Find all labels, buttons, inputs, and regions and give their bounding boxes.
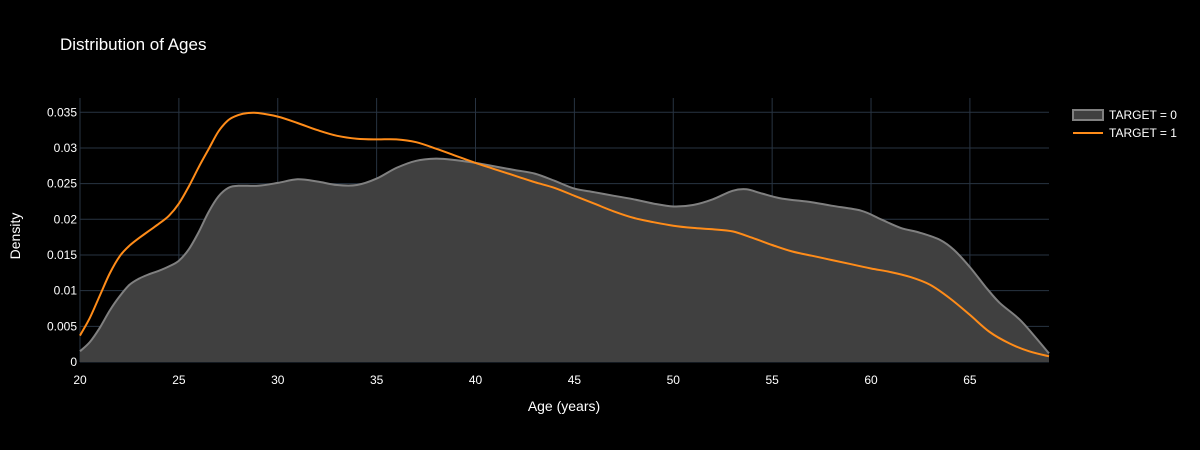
legend: TARGET = 0 TARGET = 1	[1072, 108, 1177, 140]
x-axis-title: Age (years)	[528, 398, 600, 414]
y-tick-label: 0.03	[54, 141, 78, 155]
legend-label: TARGET = 0	[1109, 108, 1177, 122]
series-0-line[interactable]	[79, 157, 1050, 355]
series-0-area	[80, 158, 1049, 362]
chart-title: Distribution of Ages	[60, 35, 206, 54]
y-axis-title: Density	[7, 213, 23, 260]
x-tick-label: 50	[667, 373, 681, 387]
x-tick-label: 35	[370, 373, 384, 387]
y-tick-label: 0.025	[47, 177, 77, 191]
y-tick-label: 0.01	[54, 284, 78, 298]
y-tick-label: 0.005	[47, 319, 77, 333]
legend-label: TARGET = 1	[1109, 126, 1177, 140]
legend-item-0[interactable]: TARGET = 0	[1072, 108, 1177, 122]
y-tick-label: 0.035	[47, 105, 77, 119]
x-tick-label: 25	[172, 373, 186, 387]
y-tick-label: 0.02	[54, 212, 78, 226]
x-tick-label: 55	[765, 373, 779, 387]
legend-item-1[interactable]: TARGET = 1	[1073, 126, 1177, 140]
y-tick-label: 0	[70, 355, 77, 369]
series-1-line[interactable]	[79, 111, 1050, 358]
x-tick-label: 30	[271, 373, 285, 387]
x-tick-label: 20	[73, 373, 87, 387]
axes: 0 0.005 0.01 0.015 0.02 0.025 0.03 0.035 20 25 30 3…	[47, 105, 977, 387]
x-tick-label: 40	[469, 373, 483, 387]
plot-area[interactable]	[79, 111, 1050, 362]
x-tick-label: 45	[568, 373, 582, 387]
x-tick-label: 60	[864, 373, 878, 387]
y-tick-label: 0.015	[47, 248, 77, 262]
x-tick-label: 65	[963, 373, 977, 387]
legend-swatch	[1072, 109, 1104, 121]
